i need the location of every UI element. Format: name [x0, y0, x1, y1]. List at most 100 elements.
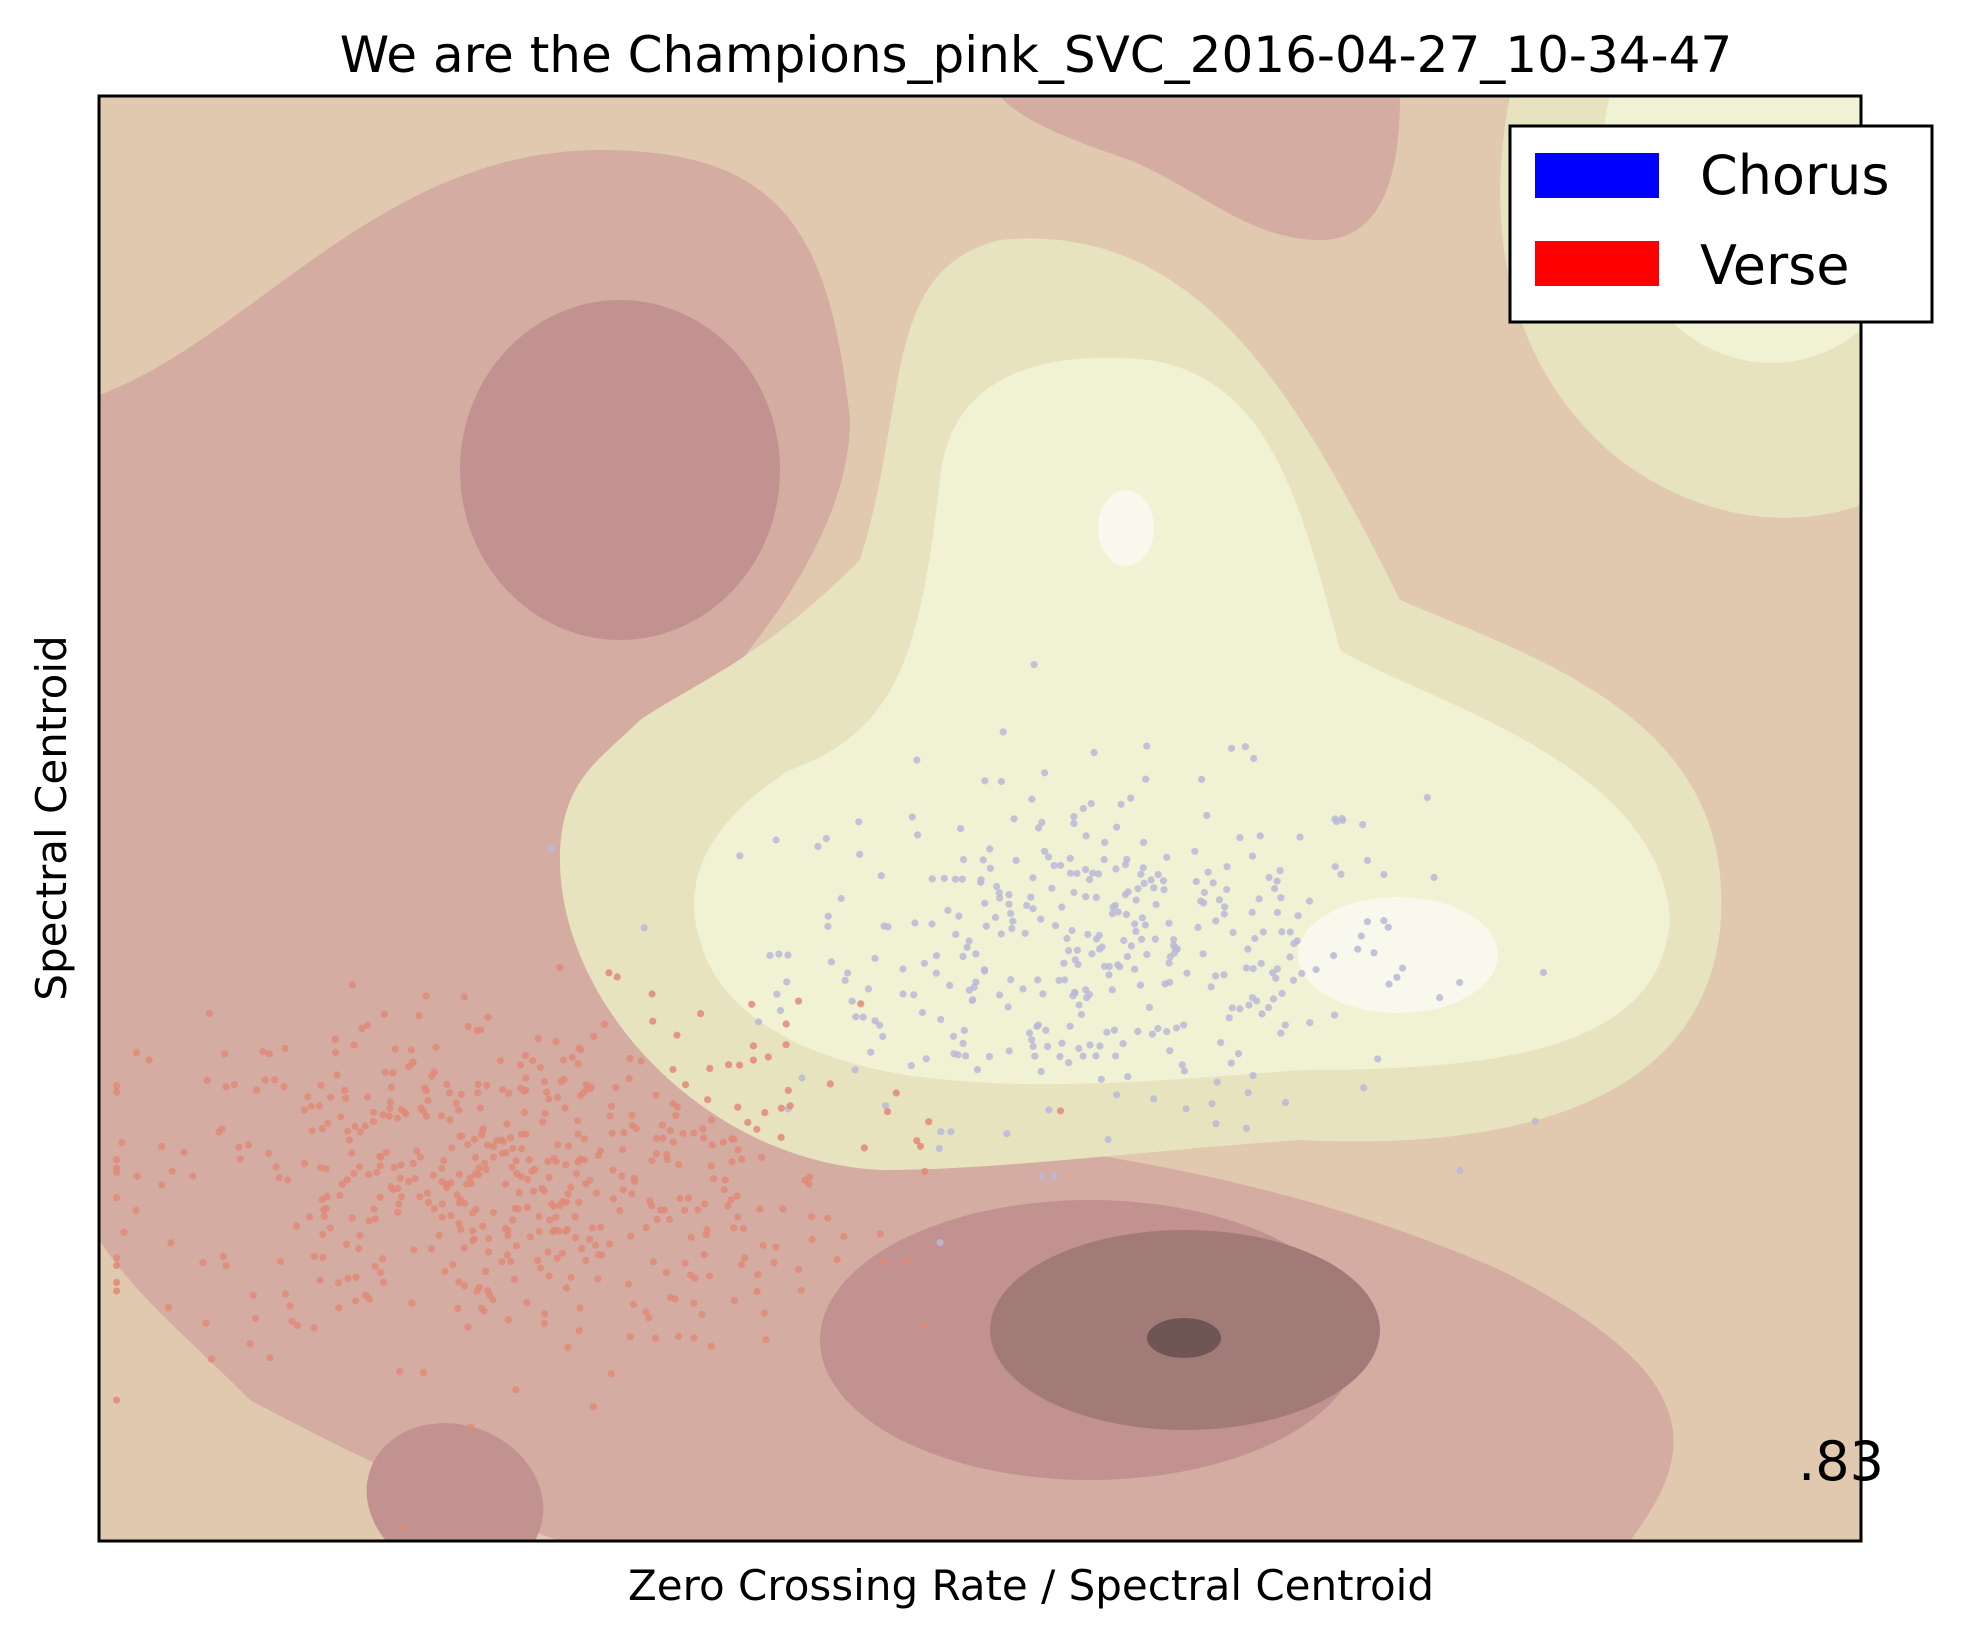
chorus-point — [1101, 838, 1109, 847]
verse-point — [489, 1153, 497, 1161]
chorus-point — [783, 978, 791, 986]
verse-point — [424, 1096, 432, 1105]
verse-point — [345, 1136, 353, 1144]
verse-point — [271, 1076, 279, 1084]
verse-point — [883, 1108, 892, 1116]
verse-point — [501, 1180, 510, 1188]
chorus-point — [1038, 1173, 1046, 1181]
verse-point — [509, 1144, 517, 1153]
verse-point — [467, 1423, 475, 1431]
chorus-point — [1148, 1030, 1156, 1038]
chorus-point — [965, 937, 973, 945]
verse-point — [510, 1275, 518, 1283]
chorus-point — [937, 1015, 945, 1024]
verse-point — [379, 1111, 387, 1119]
verse-point — [415, 1012, 423, 1020]
chorus-point — [1159, 877, 1168, 885]
chorus-point — [1250, 754, 1258, 763]
verse-point — [913, 1137, 921, 1145]
chorus-point — [1277, 894, 1285, 902]
chorus-point — [1070, 888, 1078, 897]
verse-point — [158, 1181, 166, 1189]
verse-point — [460, 1244, 468, 1252]
chorus-point — [1132, 896, 1140, 904]
plot-area — [99, 96, 1861, 1541]
chorus-point — [996, 894, 1004, 902]
verse-point — [523, 1299, 531, 1307]
verse-point — [665, 1215, 674, 1223]
chorus-point — [908, 813, 916, 821]
chorus-point — [855, 818, 863, 826]
verse-point — [376, 1193, 384, 1201]
verse-point — [605, 969, 613, 977]
verse-point — [333, 1071, 341, 1079]
verse-point — [626, 1333, 634, 1341]
verse-point — [317, 1081, 325, 1089]
verse-point — [452, 1099, 460, 1107]
chorus-point — [1058, 903, 1066, 911]
verse-point — [484, 1013, 492, 1021]
verse-point — [513, 1170, 521, 1178]
chorus-point — [962, 1052, 970, 1060]
verse-point — [618, 1146, 627, 1154]
chorus-point — [952, 930, 960, 939]
verse-point — [466, 1174, 474, 1182]
chorus-point — [951, 875, 960, 883]
chorus-point — [1085, 876, 1094, 884]
chorus-point — [1244, 945, 1252, 953]
chorus-point — [1370, 949, 1378, 957]
verse-point — [548, 1200, 556, 1208]
verse-point — [478, 1127, 486, 1135]
chorus-point — [1289, 976, 1298, 984]
verse-point — [515, 1189, 523, 1197]
chorus-point — [1227, 1059, 1235, 1067]
chorus-point — [1100, 855, 1108, 864]
chorus-point — [1242, 964, 1250, 972]
verse-point — [306, 1213, 314, 1221]
verse-point — [113, 1082, 121, 1090]
verse-point — [669, 1138, 677, 1146]
verse-point — [703, 1225, 711, 1234]
verse-point — [331, 1035, 339, 1043]
verse-point — [421, 1084, 429, 1092]
chorus-point — [977, 878, 985, 886]
verse-point — [662, 1268, 670, 1277]
verse-point — [710, 1175, 718, 1183]
verse-point — [446, 1116, 454, 1124]
verse-point — [575, 1198, 583, 1206]
verse-point — [826, 1080, 834, 1088]
verse-point — [704, 1096, 712, 1104]
verse-point — [467, 1180, 475, 1188]
verse-point — [348, 981, 356, 989]
verse-point — [619, 1186, 627, 1194]
chorus-point — [1119, 1040, 1127, 1048]
verse-point — [681, 1206, 689, 1214]
verse-point — [443, 1184, 451, 1192]
verse-point — [777, 1133, 785, 1141]
chorus-point — [1023, 901, 1031, 910]
verse-point — [443, 1080, 451, 1089]
verse-point — [575, 1327, 583, 1335]
verse-point — [574, 1130, 582, 1138]
verse-point — [649, 1258, 657, 1266]
chorus-point — [1221, 903, 1229, 911]
chorus-point — [1066, 1022, 1074, 1030]
chorus-point — [969, 996, 977, 1004]
chorus-point — [1278, 989, 1286, 998]
verse-point — [221, 1050, 229, 1058]
chorus-point — [1003, 1130, 1011, 1138]
verse-point — [400, 1108, 409, 1116]
chorus-point — [1385, 980, 1393, 988]
chorus-point — [1286, 928, 1294, 936]
verse-point — [288, 1318, 296, 1326]
verse-point — [625, 1074, 633, 1083]
verse-point — [118, 1138, 126, 1147]
verse-point — [806, 1173, 814, 1181]
verse-point — [540, 1078, 549, 1086]
chorus-point — [1070, 819, 1078, 828]
verse-point — [113, 1254, 121, 1262]
chorus-point — [1005, 891, 1013, 899]
verse-point — [529, 1057, 537, 1065]
verse-point — [423, 1189, 431, 1197]
chorus-point — [1207, 983, 1215, 991]
